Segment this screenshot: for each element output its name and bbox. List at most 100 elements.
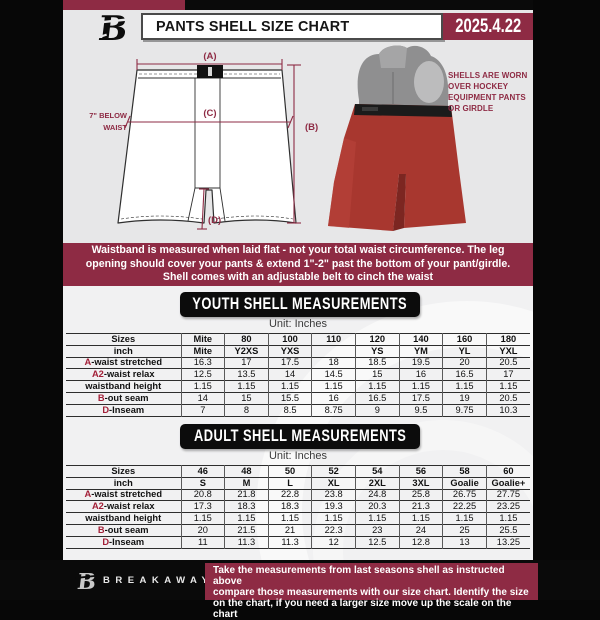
size-cell: Y2XS: [224, 345, 269, 358]
size-cell: M: [224, 477, 269, 490]
size-cell: YXS: [267, 345, 313, 358]
size-cell: 13.25: [485, 536, 530, 549]
size-cell: 22.25: [442, 500, 487, 513]
size-cell: 19.3: [311, 500, 356, 513]
table-row: inch S M L XL 2XL 3XL Goalie Goalie+: [66, 477, 530, 490]
size-cell: 24: [398, 524, 444, 537]
size-cell: 20.3: [355, 500, 400, 513]
red-shell-shape: [328, 104, 466, 231]
table-row: Sizes 46 48 50 52 54 56 58 60: [66, 465, 530, 478]
row-label: inch: [66, 477, 182, 490]
size-cell: 12.5: [355, 536, 400, 549]
size-cell: 20.5: [485, 357, 530, 369]
size-cell: 10.3: [485, 404, 530, 417]
row-label: waistband height: [66, 512, 182, 525]
row-label: A-waist stretched: [66, 357, 182, 369]
size-cell: 2XL: [355, 477, 400, 490]
table-row: waistband height 1.15 1.15 1.15 1.15 1.15 1.15…: [66, 512, 530, 525]
footer-note-box: Take the measurements from last seasons …: [205, 563, 538, 620]
photo-note: SHELLS ARE WORN OVER HOCKEY EQUIPMENT PA…: [448, 71, 528, 113]
size-cell: 160: [442, 333, 487, 346]
size-cell: 21.3: [398, 500, 444, 513]
size-cell: 50: [267, 465, 313, 478]
size-cell: 16.5: [442, 368, 487, 381]
date-text: 2025.4.22: [455, 15, 521, 37]
page-title: PANTS SHELL SIZE CHART: [156, 18, 350, 35]
adult-section-header: ADULT SHELL MEASUREMENTS: [180, 424, 420, 449]
row-label: B-out seam: [66, 392, 182, 405]
size-cell: 27.75: [485, 489, 530, 501]
adult-size-table: Sizes 46 48 50 52 54 56 58 60 inch S M L XL 2XL 3XL Goal…: [66, 465, 530, 549]
size-cell: 15: [224, 392, 269, 405]
size-cell: 20.8: [180, 489, 226, 501]
size-cell: 1.15: [267, 512, 313, 525]
row-label: Sizes: [66, 333, 182, 346]
size-cell: 17.5: [267, 357, 313, 369]
adult-unit-label: Unit: Inches: [268, 450, 328, 462]
size-cell: 19: [442, 392, 487, 405]
size-cell: 1.15: [267, 380, 313, 393]
size-cell: 46: [180, 465, 226, 478]
size-cell: 58: [442, 465, 487, 478]
notice-band: Waistband is measured when laid flat - n…: [63, 243, 533, 286]
size-cell: 1.15: [355, 380, 400, 393]
youth-size-table: Sizes Mite 80 100 110 120 140 160 180 inch Mite Y2X…: [66, 333, 530, 417]
brand-wordmark: BREAKAWAY: [103, 575, 214, 586]
size-cell: Goalie+: [485, 477, 530, 490]
size-cell: 8: [224, 404, 269, 417]
size-cell: YXL: [485, 345, 530, 358]
size-cell: 56: [398, 465, 444, 478]
size-cell: 54: [355, 465, 400, 478]
size-cell: 25.8: [398, 489, 444, 501]
size-cell: 17.3: [180, 500, 226, 513]
size-cell: 17: [224, 357, 269, 369]
size-cell: 15.5: [267, 392, 313, 405]
size-cell: 23.25: [485, 500, 530, 513]
size-cell: 20: [180, 524, 226, 537]
size-cell: 3XL: [398, 477, 444, 490]
youth-unit-label: Unit: Inches: [268, 318, 328, 330]
size-cell: 80: [224, 333, 269, 346]
size-cell: Mite: [180, 345, 226, 358]
size-cell: 12.5: [180, 368, 226, 381]
diagram-label-a: (A): [203, 51, 216, 62]
row-label: waistband height: [66, 380, 182, 393]
row-label: Sizes: [66, 465, 182, 478]
size-cell: 52: [311, 465, 356, 478]
size-cell: 18.5: [355, 357, 400, 369]
size-cell: Goalie: [442, 477, 487, 490]
measure-lines: [124, 59, 301, 230]
row-label-prefix: A: [84, 489, 92, 500]
size-cell: YS: [355, 345, 400, 358]
row-label-prefix: A2: [91, 369, 104, 380]
size-cell: 26.75: [442, 489, 487, 501]
size-cell: S: [180, 477, 226, 490]
page-title-box: PANTS SHELL SIZE CHART: [141, 13, 443, 40]
size-cell: 25.5: [485, 524, 530, 537]
size-cell: 16: [311, 392, 356, 405]
size-cell: 16: [398, 368, 444, 381]
size-cell: 23.8: [311, 489, 356, 501]
size-cell: 110: [311, 333, 356, 346]
size-cell: 16.3: [180, 357, 226, 369]
table-row: inch Mite Y2XS YXS YS YM YL YXL: [66, 345, 530, 358]
size-cell: 1.15: [180, 380, 226, 393]
breakaway-footer-logo-icon: B: [74, 569, 98, 592]
notice-text: Waistband is measured when laid flat - n…: [85, 244, 511, 284]
adult-section-title: ADULT SHELL MEASUREMENTS: [193, 427, 407, 445]
table-row: A-waist stretched 20.8 21.8 22.8 23.8 24.8 25.…: [66, 489, 530, 501]
row-label: D-Inseam: [66, 404, 182, 417]
size-cell: 22.8: [267, 489, 313, 501]
size-cell: 22.3: [311, 524, 356, 537]
row-label: A2-waist relax: [66, 368, 182, 381]
size-cell: 20.5: [485, 392, 530, 405]
size-cell: 21.5: [224, 524, 269, 537]
diagram-label-d: (D): [208, 215, 221, 226]
size-cell: 60: [485, 465, 530, 478]
top-black-tab: [185, 0, 533, 10]
size-cell: 1.15: [311, 512, 356, 525]
size-cell: XL: [311, 477, 356, 490]
row-label: A-waist stretched: [66, 489, 182, 501]
row-label-prefix: A2: [91, 501, 104, 512]
size-cell: 140: [398, 333, 444, 346]
